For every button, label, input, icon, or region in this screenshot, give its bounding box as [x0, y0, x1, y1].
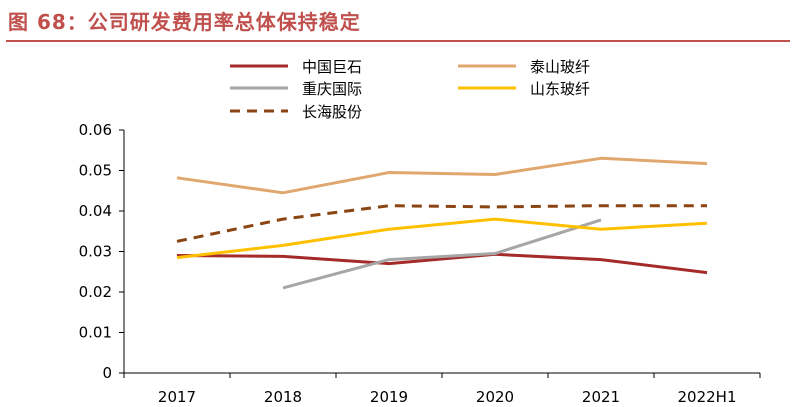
y-tick-label: 0.04 — [79, 202, 112, 220]
legend-label-4: 长海股份 — [302, 103, 362, 121]
series-line-4 — [176, 204, 707, 243]
y-tick-label: 0.06 — [79, 121, 112, 139]
y-tick-label: 0.03 — [79, 243, 112, 261]
y-tick-label: 0.02 — [79, 283, 112, 301]
legend-label-0: 中国巨石 — [302, 58, 362, 76]
series-line-3 — [176, 217, 708, 260]
figure-title: 图 68：公司研发费用率总体保持稳定 — [8, 10, 361, 34]
y-tick-label: 0 — [102, 364, 112, 382]
axes: 0 0.01 0.02 0.03 0.04 0.05 0.06 2017 2018 2019 202… — [79, 121, 761, 406]
series-layer — [176, 156, 708, 290]
x-tick-label: 2017 — [158, 388, 196, 406]
series-line-2 — [282, 218, 602, 290]
title-rule — [6, 40, 790, 42]
series-line-1 — [176, 156, 708, 195]
y-tick-label: 0.05 — [79, 162, 112, 180]
series-line-0 — [176, 252, 708, 275]
y-tick-label: 0.01 — [79, 324, 112, 342]
legend-label-1: 泰山玻纤 — [530, 58, 590, 76]
legend-label-3: 山东玻纤 — [530, 80, 590, 98]
legend-label-2: 重庆国际 — [302, 80, 362, 98]
x-tick-label: 2022H1 — [678, 388, 737, 406]
x-tick-label: 2021 — [582, 388, 620, 406]
x-tick-label: 2019 — [370, 388, 408, 406]
x-tick-label: 2018 — [264, 388, 302, 406]
x-tick-label: 2020 — [476, 388, 514, 406]
